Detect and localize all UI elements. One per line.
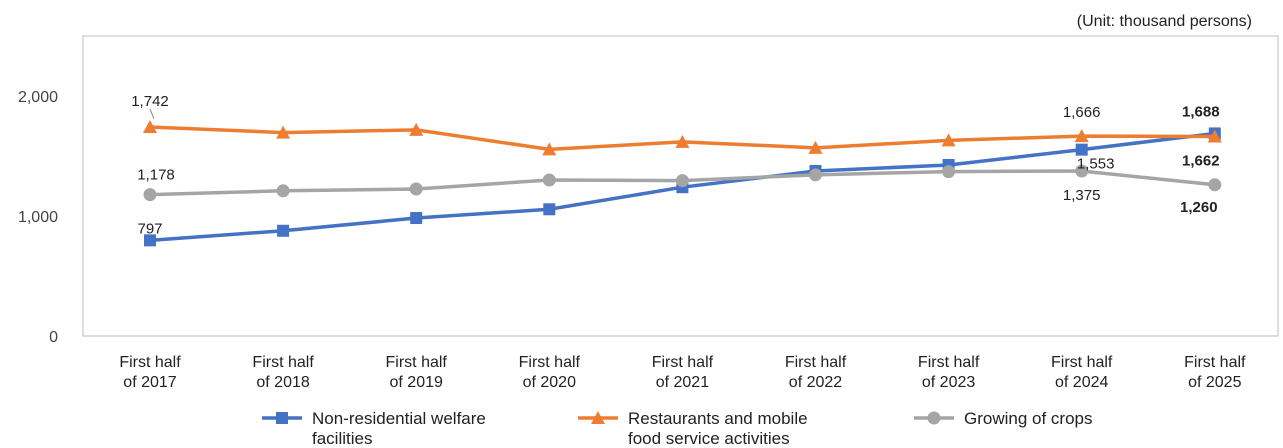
y-tick-label: 2,000	[18, 89, 58, 106]
x-tick-label: First half of 2018	[252, 354, 314, 391]
data-label: 1,666	[1063, 104, 1101, 121]
data-point	[276, 125, 291, 139]
leader-line	[149, 108, 155, 120]
data-point	[942, 165, 956, 179]
data-point	[542, 142, 557, 156]
x-tick-label: First half of 2024	[1051, 354, 1113, 391]
data-point	[1075, 164, 1089, 178]
x-axis: First half of 2017 First half of 2018 First …	[119, 354, 1246, 391]
data-point	[1207, 129, 1222, 143]
data-labels: 797 1,553 1,688 1,742 1,666 1,662 1,178 1,375 1,…	[131, 93, 1219, 237]
data-label: 1,178	[137, 167, 175, 184]
legend-marker	[927, 411, 941, 425]
data-point	[143, 119, 157, 133]
series-group	[143, 119, 1222, 247]
data-point	[410, 212, 423, 225]
x-tick-label: First half of 2020	[519, 354, 581, 391]
data-label: 1,688	[1182, 103, 1220, 120]
data-point	[409, 122, 424, 136]
x-tick-label: First half of 2023	[918, 354, 980, 391]
data-point	[277, 224, 290, 237]
data-point	[276, 184, 290, 198]
x-tick-label: First half of 2021	[652, 354, 714, 391]
legend-item-1: Non-residential welfare facilities	[262, 409, 486, 448]
data-label: 1,553	[1077, 156, 1115, 173]
data-label: 1,260	[1180, 199, 1218, 216]
data-point	[808, 140, 823, 154]
series-2	[143, 119, 1222, 156]
legend-label: Restaurants and mobile food service activ…	[628, 409, 808, 448]
data-point	[1075, 143, 1088, 156]
data-label: 1,662	[1182, 153, 1220, 170]
x-tick-label: First half of 2019	[386, 354, 448, 391]
y-tick-label: 1,000	[18, 209, 58, 226]
data-label: 1,375	[1063, 187, 1101, 204]
data-label: 1,742	[131, 93, 169, 110]
legend-marker	[276, 412, 288, 424]
y-axis: 0 1,000 2,000	[18, 89, 58, 346]
unit-label: (Unit: thousand persons)	[1077, 13, 1252, 30]
legend-label: Non-residential welfare facilities	[312, 409, 486, 448]
data-point	[941, 133, 956, 147]
data-point	[542, 173, 556, 187]
data-point	[1208, 178, 1222, 192]
legend-marker	[591, 411, 605, 424]
data-point	[1074, 129, 1089, 143]
legend-item-2: Restaurants and mobile food service activ…	[578, 409, 808, 448]
x-tick-label: First half of 2022	[785, 354, 847, 391]
data-point	[144, 234, 156, 247]
x-tick-label: First half of 2025	[1184, 354, 1246, 391]
data-point	[675, 174, 689, 188]
y-tick-label: 0	[49, 329, 58, 346]
legend-item-3: Growing of crops	[914, 409, 1093, 428]
data-point	[143, 188, 157, 202]
legend: Non-residential welfare facilities Restaur…	[262, 409, 1093, 448]
series-3	[143, 164, 1222, 202]
x-tick-label: First half of 2017	[119, 354, 181, 391]
plot-area-border	[82, 35, 1279, 337]
data-label: 797	[137, 220, 162, 237]
data-point	[409, 182, 423, 196]
legend-label: Growing of crops	[964, 409, 1093, 428]
data-point	[809, 168, 822, 182]
data-point	[543, 203, 556, 216]
data-point	[675, 134, 690, 148]
